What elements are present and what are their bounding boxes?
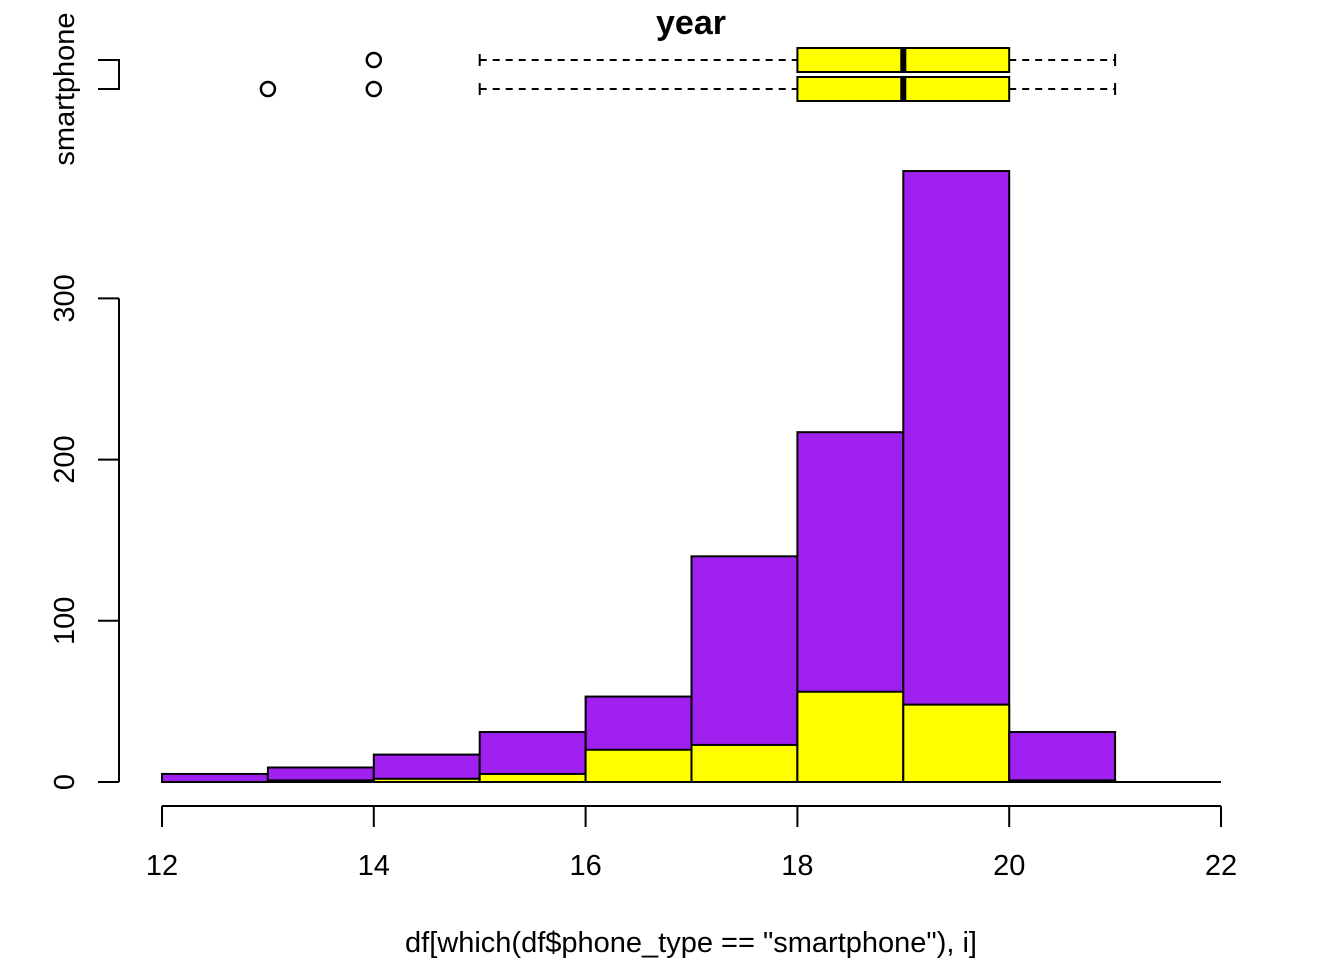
chart-title: year bbox=[656, 4, 726, 42]
x-tick-label: 12 bbox=[146, 850, 178, 882]
x-tick-label: 18 bbox=[781, 850, 813, 882]
histogram-bar-subset bbox=[902, 703, 1011, 784]
histogram-bar-subset bbox=[584, 748, 693, 784]
histogram-bar-subset bbox=[478, 772, 587, 784]
histogram-bar-total bbox=[1008, 731, 1117, 784]
boxplot bbox=[259, 76, 1117, 102]
x-tick-label: 14 bbox=[358, 850, 390, 882]
histogram-bars bbox=[161, 170, 1221, 784]
histogram-bar-total bbox=[161, 772, 269, 784]
boxplot-outlier bbox=[365, 51, 383, 69]
x-tick-label: 22 bbox=[1205, 850, 1237, 882]
x-tick-label: 16 bbox=[569, 850, 601, 882]
y-tick-label: 100 bbox=[49, 597, 81, 645]
boxplot-group-bracket bbox=[98, 59, 120, 90]
boxplots bbox=[259, 47, 1117, 102]
boxplot-group-label: smartphone bbox=[49, 12, 81, 165]
x-axis-label: df[which(df$phone_type == "smartphone"),… bbox=[405, 927, 977, 959]
histogram-bar-subset bbox=[796, 690, 905, 784]
y-tick-label: 200 bbox=[49, 435, 81, 483]
boxplot bbox=[365, 47, 1117, 73]
y-axis: 0 100 200 300 bbox=[49, 274, 120, 790]
histogram-bar-subset bbox=[690, 743, 799, 784]
boxplot-outlier bbox=[365, 80, 383, 98]
y-tick-label: 300 bbox=[49, 274, 81, 322]
boxplot-outlier bbox=[259, 80, 277, 98]
y-tick-label: 0 bbox=[49, 774, 81, 790]
x-axis: 12 14 16 18 20 22 bbox=[146, 805, 1237, 882]
x-tick-label: 20 bbox=[993, 850, 1025, 882]
histogram-bar-total bbox=[902, 170, 1011, 783]
